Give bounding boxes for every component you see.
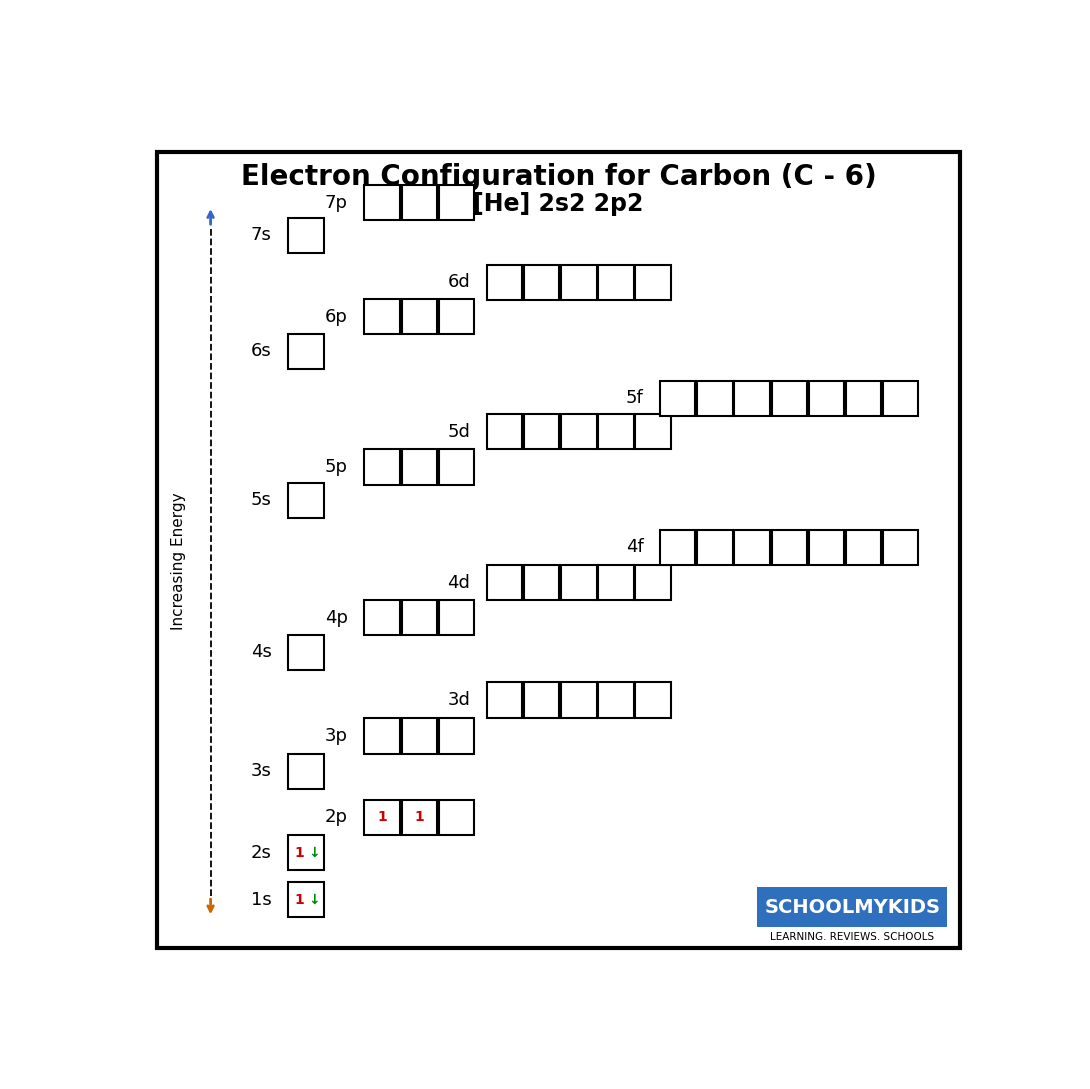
Bar (288, 835, 324, 870)
Bar (809, 380, 844, 416)
Bar (364, 799, 400, 835)
Bar (561, 565, 596, 600)
Bar (635, 683, 671, 718)
Bar (401, 600, 437, 636)
Text: 4f: 4f (626, 538, 643, 556)
Text: 3p: 3p (325, 727, 348, 745)
Text: 6d: 6d (448, 273, 470, 292)
Text: 1: 1 (414, 810, 424, 824)
Bar (401, 719, 437, 754)
Bar (487, 265, 522, 301)
Bar (561, 265, 596, 301)
Bar (524, 414, 559, 450)
Bar (635, 265, 671, 301)
Bar (698, 530, 732, 565)
Bar (635, 565, 671, 600)
Bar (883, 380, 919, 416)
Bar (288, 635, 324, 670)
Bar (524, 265, 559, 301)
Text: 5f: 5f (626, 389, 643, 407)
Bar (401, 185, 437, 220)
Bar (438, 799, 474, 835)
Text: 1: 1 (294, 846, 304, 859)
Bar (524, 683, 559, 718)
Bar (883, 530, 919, 565)
Bar (598, 565, 633, 600)
Bar (438, 719, 474, 754)
Bar (288, 482, 324, 518)
Text: 2p: 2p (325, 808, 348, 827)
Bar (661, 530, 695, 565)
Text: 1s: 1s (251, 891, 271, 908)
Text: Increasing Energy: Increasing Energy (171, 493, 186, 631)
Text: SCHOOLMYKIDS: SCHOOLMYKIDS (764, 897, 941, 917)
Bar (438, 600, 474, 636)
Bar (635, 414, 671, 450)
Text: 6p: 6p (325, 308, 348, 326)
Text: ↓: ↓ (308, 846, 319, 859)
Bar (598, 265, 633, 301)
Bar (846, 530, 882, 565)
Bar (561, 414, 596, 450)
Text: 5d: 5d (447, 423, 470, 441)
Bar (438, 185, 474, 220)
Text: 3d: 3d (447, 692, 470, 709)
Bar (487, 414, 522, 450)
Text: 4p: 4p (325, 609, 348, 627)
Text: Electron Configuration for Carbon (C - 6): Electron Configuration for Carbon (C - 6… (241, 162, 876, 191)
Bar (661, 380, 695, 416)
Bar (735, 530, 770, 565)
Text: [He] 2s2 2p2: [He] 2s2 2p2 (473, 193, 644, 217)
Bar (487, 683, 522, 718)
Bar (364, 299, 400, 334)
Bar (772, 380, 807, 416)
Bar (846, 380, 882, 416)
Bar (401, 299, 437, 334)
Text: LEARNING. REVIEWS. SCHOOLS: LEARNING. REVIEWS. SCHOOLS (771, 931, 934, 942)
Bar (438, 299, 474, 334)
Text: 4d: 4d (447, 574, 470, 591)
Bar (735, 380, 770, 416)
Bar (809, 530, 844, 565)
Text: 2s: 2s (251, 844, 271, 861)
Bar (758, 888, 947, 928)
Bar (487, 565, 522, 600)
Text: 1: 1 (294, 893, 304, 907)
Bar (288, 882, 324, 917)
Text: 7s: 7s (251, 227, 271, 245)
Text: 6s: 6s (251, 342, 271, 360)
Bar (438, 450, 474, 485)
Bar (772, 530, 807, 565)
Text: 3s: 3s (251, 762, 271, 781)
Bar (698, 380, 732, 416)
Bar (598, 414, 633, 450)
Bar (364, 185, 400, 220)
Bar (364, 600, 400, 636)
Text: 5p: 5p (325, 458, 348, 476)
Text: ↓: ↓ (308, 893, 319, 907)
Bar (364, 719, 400, 754)
Bar (288, 754, 324, 788)
Text: 4s: 4s (251, 644, 271, 661)
Bar (288, 218, 324, 253)
Bar (401, 799, 437, 835)
Bar (364, 450, 400, 485)
Bar (288, 333, 324, 369)
Bar (524, 565, 559, 600)
Bar (598, 683, 633, 718)
Text: 7p: 7p (325, 194, 348, 211)
Text: 1: 1 (377, 810, 387, 824)
Bar (401, 450, 437, 485)
Bar (561, 683, 596, 718)
Text: 5s: 5s (251, 491, 271, 510)
